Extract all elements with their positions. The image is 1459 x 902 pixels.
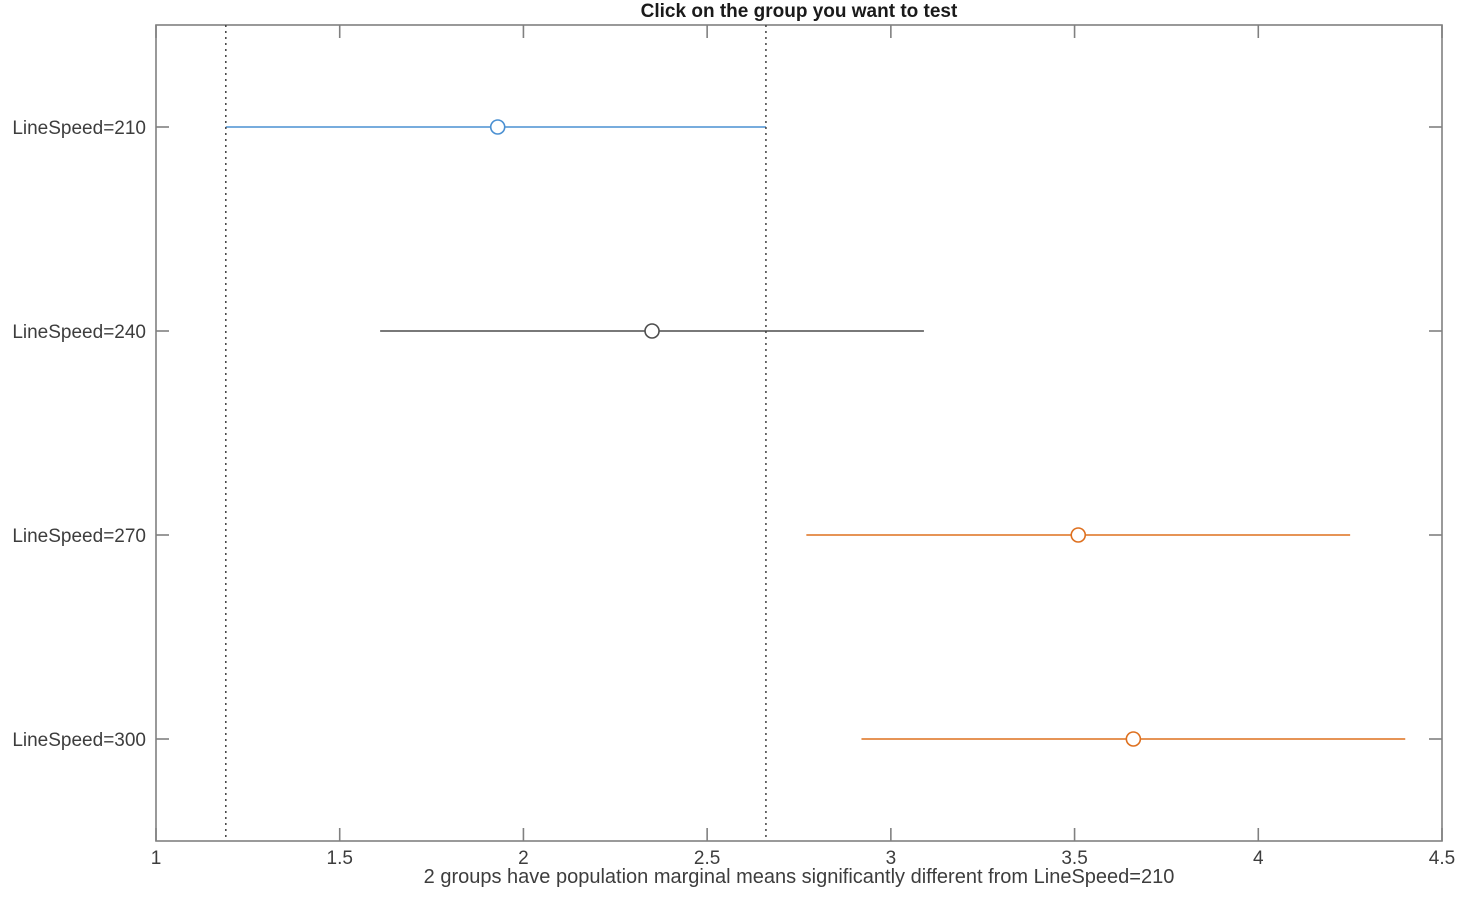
group-label: LineSpeed=210 — [12, 118, 146, 139]
x-tick-label: 4 — [1253, 848, 1264, 869]
x-tick-label: 1.5 — [327, 848, 353, 869]
group-mean-marker[interactable] — [1070, 527, 1087, 543]
group-label: LineSpeed=270 — [12, 526, 146, 547]
group-mean-marker[interactable] — [1125, 731, 1142, 747]
group-mean-marker[interactable] — [489, 119, 506, 135]
group-label: LineSpeed=240 — [12, 322, 146, 343]
x-tick-label: 4.5 — [1429, 848, 1455, 869]
plot-border — [155, 24, 1443, 842]
x-tick-label: 1 — [151, 848, 162, 869]
group-label: LineSpeed=300 — [12, 730, 146, 751]
x-tick-label: 3.5 — [1061, 848, 1087, 869]
x-tick-label: 3 — [886, 848, 897, 869]
group-mean-marker[interactable] — [644, 323, 660, 339]
x-tick-label: 2.5 — [694, 848, 720, 869]
x-tick-label: 2 — [518, 848, 529, 869]
chart-xlabel: 2 groups have population marginal means … — [423, 866, 1175, 888]
chart-title: Click on the group you want to test — [640, 1, 958, 22]
